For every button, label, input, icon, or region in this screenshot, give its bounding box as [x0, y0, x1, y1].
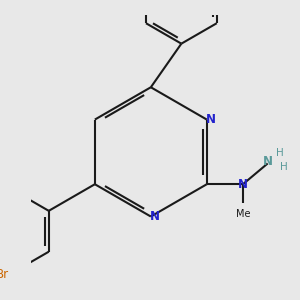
Text: Br: Br: [0, 268, 10, 281]
Text: N: N: [206, 113, 216, 126]
Text: N: N: [263, 155, 273, 168]
Text: Me: Me: [236, 209, 250, 219]
Text: H: H: [276, 148, 284, 158]
Text: H: H: [280, 162, 288, 172]
Text: N: N: [238, 178, 248, 191]
Text: N: N: [150, 210, 160, 223]
